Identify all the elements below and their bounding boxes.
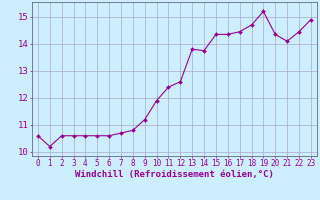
X-axis label: Windchill (Refroidissement éolien,°C): Windchill (Refroidissement éolien,°C) xyxy=(75,170,274,179)
